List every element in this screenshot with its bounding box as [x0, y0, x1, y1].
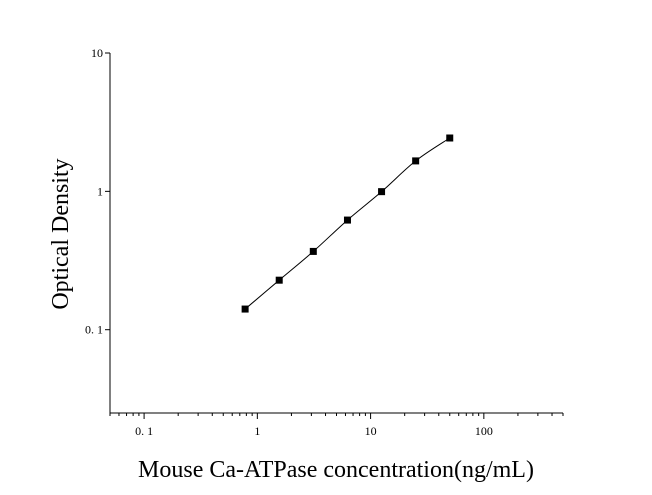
data-point	[343, 216, 351, 224]
y-ticks: 0. 1 1 10	[85, 46, 110, 337]
x-tick-label: 100	[475, 424, 493, 438]
x-axis-label: Mouse Ca-ATPase concentration(ng/mL)	[138, 457, 534, 483]
data-points	[241, 134, 454, 313]
data-point	[446, 134, 454, 142]
y-tick-label: 1	[97, 184, 103, 198]
x-tick-label: 0. 1	[135, 424, 153, 438]
data-point	[309, 247, 317, 255]
data-point	[275, 276, 283, 284]
data-point	[378, 188, 386, 196]
y-tick-label: 0. 1	[85, 323, 103, 337]
y-axis-label: Optical Density	[48, 158, 74, 309]
axes	[109, 53, 563, 414]
data-point	[241, 305, 249, 313]
data-point	[412, 157, 420, 165]
x-ticks: 0. 1 1 10 100	[109, 413, 564, 438]
x-tick-label: 1	[254, 424, 260, 438]
y-tick-label: 10	[91, 46, 103, 60]
x-tick-label: 10	[365, 424, 377, 438]
